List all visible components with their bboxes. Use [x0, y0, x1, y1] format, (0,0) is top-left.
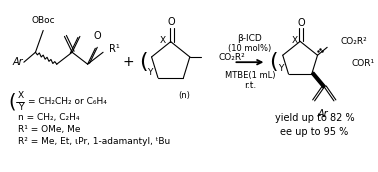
Text: (n): (n): [178, 92, 190, 100]
Text: (: (: [269, 52, 277, 72]
Text: O: O: [93, 31, 101, 41]
Text: (: (: [8, 92, 16, 111]
Text: Y: Y: [278, 64, 284, 73]
Text: CO₂R²: CO₂R²: [341, 37, 367, 46]
Text: X: X: [18, 92, 24, 100]
Text: X: X: [291, 36, 297, 45]
Text: O: O: [168, 17, 175, 27]
Text: +: +: [122, 55, 134, 69]
Text: = CH₂CH₂ or C₆H₄: = CH₂CH₂ or C₆H₄: [28, 97, 107, 106]
Text: (: (: [139, 52, 148, 72]
Text: O: O: [297, 18, 305, 28]
Text: Y: Y: [147, 68, 152, 77]
Text: β-ICD: β-ICD: [237, 34, 262, 43]
Text: COR¹: COR¹: [351, 59, 375, 68]
Text: R¹ = OMe, Me: R¹ = OMe, Me: [18, 125, 81, 134]
Text: OBoc: OBoc: [31, 15, 55, 24]
Text: CO₂R²: CO₂R²: [219, 53, 246, 62]
Text: X: X: [160, 36, 166, 45]
Text: Y: Y: [18, 103, 23, 112]
Text: ee up to 95 %: ee up to 95 %: [280, 127, 349, 137]
Text: Ar: Ar: [317, 109, 328, 119]
Text: Ar: Ar: [12, 57, 23, 67]
Polygon shape: [312, 72, 325, 88]
Text: yield up to 82 %: yield up to 82 %: [275, 113, 355, 123]
Text: n = CH₂, C₂H₄: n = CH₂, C₂H₄: [18, 113, 80, 122]
Text: R¹: R¹: [109, 44, 119, 54]
Text: (10 mol%): (10 mol%): [228, 44, 271, 53]
Text: R² = Me, Et, ιPr, 1-adamantyl, ᵗBu: R² = Me, Et, ιPr, 1-adamantyl, ᵗBu: [18, 137, 170, 146]
Text: MTBE(1 mL): MTBE(1 mL): [225, 71, 275, 80]
Text: r.t.: r.t.: [244, 80, 256, 89]
